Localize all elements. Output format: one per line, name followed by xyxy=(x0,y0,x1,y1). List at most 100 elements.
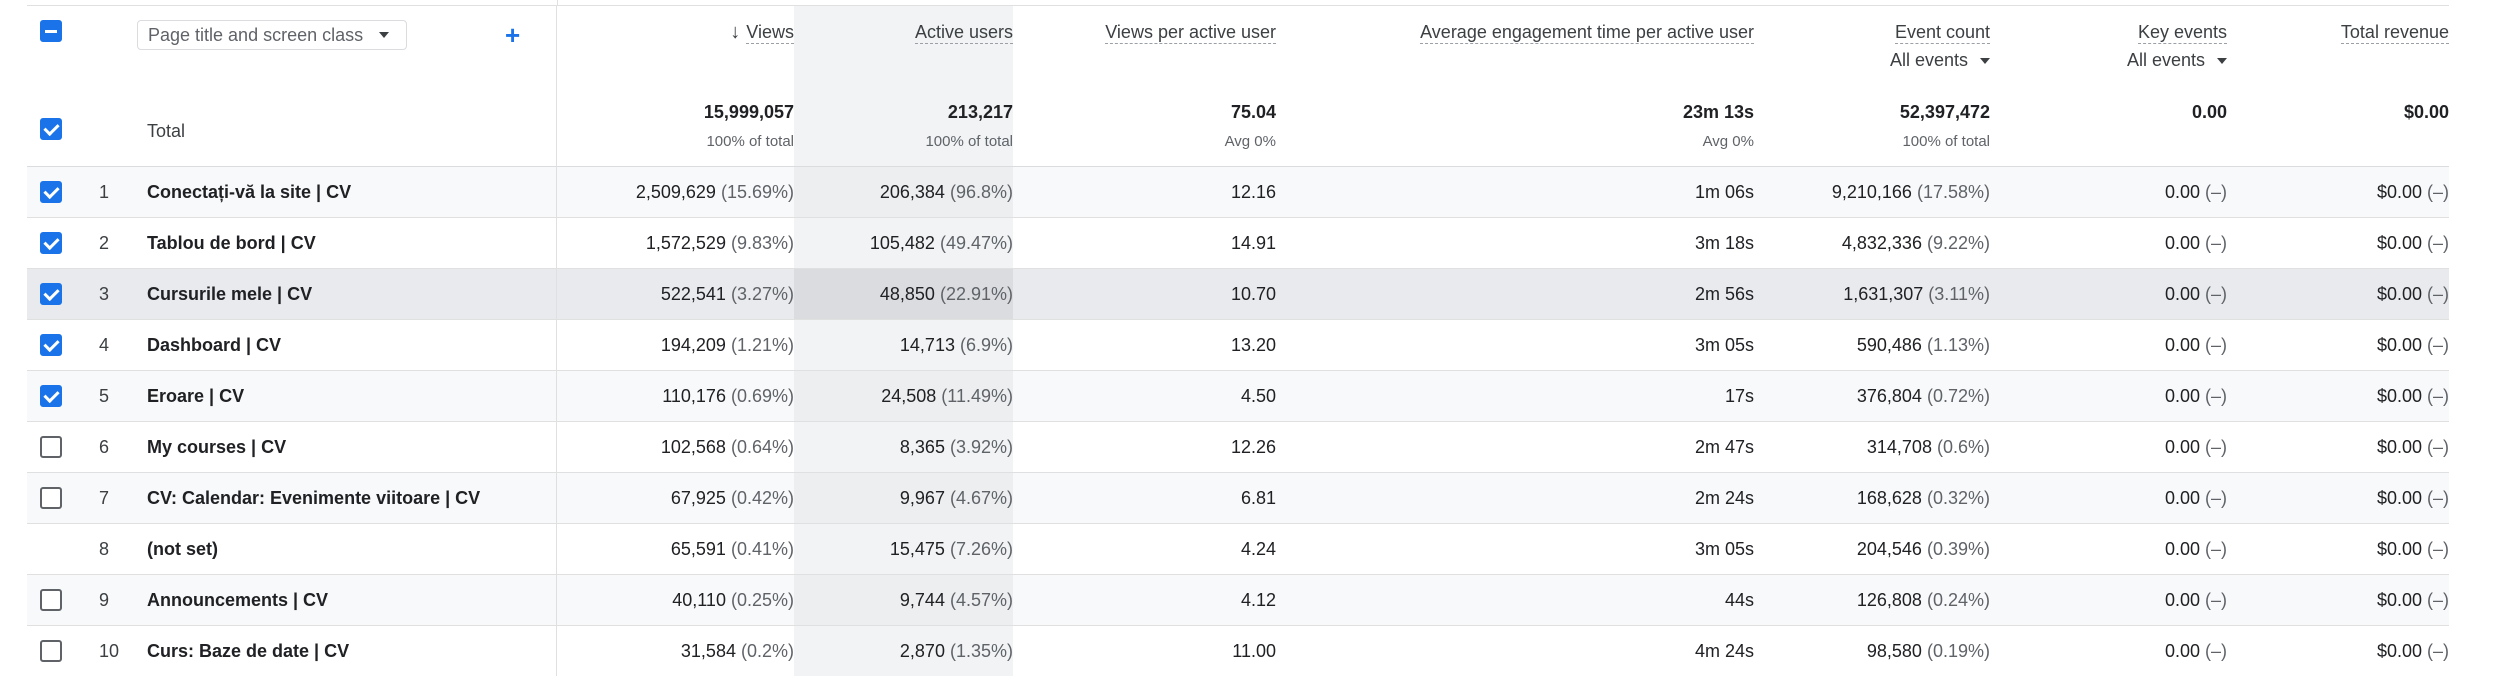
table-row[interactable]: 7 CV: Calendar: Evenimente viitoare | CV 6… xyxy=(27,472,2449,524)
row-revenue: $0.00 (–) xyxy=(2227,625,2449,676)
row-event-count-pct: (0.19%) xyxy=(1926,640,1990,661)
row-page-title[interactable]: Dashboard | CV xyxy=(129,319,557,371)
row-views-per-user: 14.91 xyxy=(1013,217,1276,269)
row-views-pct: (0.25%) xyxy=(730,589,794,610)
row-checkbox[interactable] xyxy=(40,232,62,255)
add-dimension-plus-icon[interactable]: + xyxy=(505,20,521,50)
row-checkbox[interactable] xyxy=(40,283,62,306)
row-page-title[interactable]: Conectați-vă la site | CV xyxy=(129,166,557,218)
row-checkbox[interactable] xyxy=(40,181,62,204)
row-rank: 9 xyxy=(79,574,129,626)
row-key-events-value: 0.00 xyxy=(2164,334,2200,355)
row-checkbox[interactable] xyxy=(40,589,62,612)
row-page-title[interactable]: (not set) xyxy=(129,523,557,575)
row-checkbox[interactable] xyxy=(40,487,62,510)
table-row[interactable]: 1 Conectați-vă la site | CV 2,509,629 (15.… xyxy=(27,166,2449,218)
row-active-users-pct: (4.57%) xyxy=(949,589,1013,610)
event-count-header-label: Event count xyxy=(1894,22,1990,44)
totals-rank xyxy=(79,88,129,167)
views-header[interactable]: ↓ Views xyxy=(556,6,794,88)
totals-views-per-user-sub: Avg 0% xyxy=(1224,133,1276,150)
revenue-header[interactable]: Total revenue xyxy=(2227,6,2449,88)
row-event-count: 9,210,166 (17.58%) xyxy=(1754,166,1990,218)
row-checkbox[interactable] xyxy=(40,334,62,357)
row-active-users-value: 24,508 xyxy=(881,385,937,406)
row-checkbox-cell xyxy=(27,370,79,422)
row-views-pct: (0.64%) xyxy=(730,436,794,457)
row-checkbox[interactable] xyxy=(40,385,62,408)
row-checkbox-cell xyxy=(27,625,79,676)
row-event-count: 376,804 (0.72%) xyxy=(1754,370,1990,422)
row-revenue: $0.00 (–) xyxy=(2227,166,2449,218)
table-row[interactable]: 2 Tablou de bord | CV 1,572,529 (9.83%) 105… xyxy=(27,217,2449,269)
event-count-filter[interactable]: All events xyxy=(1754,50,1990,71)
row-event-count-pct: (17.58%) xyxy=(1916,181,1990,202)
key-events-filter[interactable]: All events xyxy=(1990,50,2227,71)
row-page-title[interactable]: My courses | CV xyxy=(129,421,557,473)
dropdown-arrow-icon xyxy=(379,32,390,38)
sort-desc-arrow-icon: ↓ xyxy=(730,21,741,43)
row-rank: 7 xyxy=(79,472,129,524)
table-row[interactable]: 3 Cursurile mele | CV 522,541 (3.27%) 48,85… xyxy=(27,268,2449,320)
dimension-header: Page title and screen class + xyxy=(129,6,557,88)
active-users-header[interactable]: Active users xyxy=(794,6,1013,88)
row-key-events-value: 0.00 xyxy=(2164,181,2200,202)
totals-active-users-sub: 100% of total xyxy=(925,133,1013,150)
engagement-header[interactable]: Average engagement time per active user xyxy=(1276,6,1754,88)
row-revenue-value: $0.00 xyxy=(2376,436,2422,457)
row-views: 2,509,629 (15.69%) xyxy=(556,166,794,218)
select-all-cell xyxy=(27,6,79,88)
totals-checkbox[interactable] xyxy=(40,118,62,140)
row-event-count-pct: (9.22%) xyxy=(1926,232,1990,253)
table-row[interactable]: 4 Dashboard | CV 194,209 (1.21%) 14,713 (6.… xyxy=(27,319,2449,371)
row-active-users: 14,713 (6.9%) xyxy=(794,319,1013,371)
row-engagement: 44s xyxy=(1276,574,1754,626)
row-event-count-pct: (1.13%) xyxy=(1926,334,1990,355)
row-event-count-value: 314,708 xyxy=(1866,436,1932,457)
row-page-title[interactable]: Announcements | CV xyxy=(129,574,557,626)
table-row[interactable]: 10 Curs: Baze de date | CV 31,584 (0.2%) 2,… xyxy=(27,625,2449,676)
row-views-pct: (15.69%) xyxy=(720,181,794,202)
dimension-dropdown[interactable]: Page title and screen class xyxy=(137,20,407,50)
key-events-header[interactable]: Key events All events xyxy=(1990,6,2227,88)
row-active-users-value: 8,365 xyxy=(899,436,945,457)
row-page-title[interactable]: Cursurile mele | CV xyxy=(129,268,557,320)
row-checkbox[interactable] xyxy=(40,436,62,459)
row-views-per-user: 6.81 xyxy=(1013,472,1276,524)
row-event-count-pct: (0.6%) xyxy=(1936,436,1990,457)
row-rank: 4 xyxy=(79,319,129,371)
row-active-users: 24,508 (11.49%) xyxy=(794,370,1013,422)
row-page-title[interactable]: CV: Calendar: Evenimente viitoare | CV xyxy=(129,472,557,524)
row-views-per-user: 12.26 xyxy=(1013,421,1276,473)
row-checkbox[interactable] xyxy=(40,640,62,663)
row-revenue-pct: (–) xyxy=(2427,334,2449,355)
row-key-events-value: 0.00 xyxy=(2164,436,2200,457)
totals-engagement-value: 23m 13s xyxy=(1682,102,1754,122)
row-revenue-pct: (–) xyxy=(2427,232,2449,253)
row-event-count-value: 126,808 xyxy=(1856,589,1922,610)
row-event-count: 126,808 (0.24%) xyxy=(1754,574,1990,626)
row-page-title[interactable]: Tablou de bord | CV xyxy=(129,217,557,269)
row-views-pct: (0.41%) xyxy=(730,538,794,559)
row-page-title[interactable]: Curs: Baze de date | CV xyxy=(129,625,557,676)
row-views-per-user: 12.16 xyxy=(1013,166,1276,218)
event-count-header[interactable]: Event count All events xyxy=(1754,6,1990,88)
row-active-users-value: 105,482 xyxy=(869,232,935,253)
row-revenue: $0.00 (–) xyxy=(2227,523,2449,575)
views-per-user-header[interactable]: Views per active user xyxy=(1013,6,1276,88)
table-row[interactable]: 8 (not set) 65,591 (0.41%) 15,475 (7.26%) 4.… xyxy=(27,523,2449,575)
active-users-header-label: Active users xyxy=(914,22,1013,44)
select-all-checkbox[interactable] xyxy=(40,20,62,42)
table-row[interactable]: 6 My courses | CV 102,568 (0.64%) 8,365 (3.… xyxy=(27,421,2449,473)
row-views-value: 31,584 xyxy=(680,640,736,661)
row-checkbox-cell xyxy=(27,523,79,575)
table-row[interactable]: 5 Eroare | CV 110,176 (0.69%) 24,508 (11.49… xyxy=(27,370,2449,422)
row-event-count: 204,546 (0.39%) xyxy=(1754,523,1990,575)
row-event-count: 168,628 (0.32%) xyxy=(1754,472,1990,524)
row-revenue-value: $0.00 xyxy=(2376,385,2422,406)
row-page-title[interactable]: Eroare | CV xyxy=(129,370,557,422)
row-views-pct: (0.2%) xyxy=(740,640,794,661)
table-row[interactable]: 9 Announcements | CV 40,110 (0.25%) 9,744 (… xyxy=(27,574,2449,626)
totals-revenue-value: $0.00 xyxy=(2403,102,2449,122)
